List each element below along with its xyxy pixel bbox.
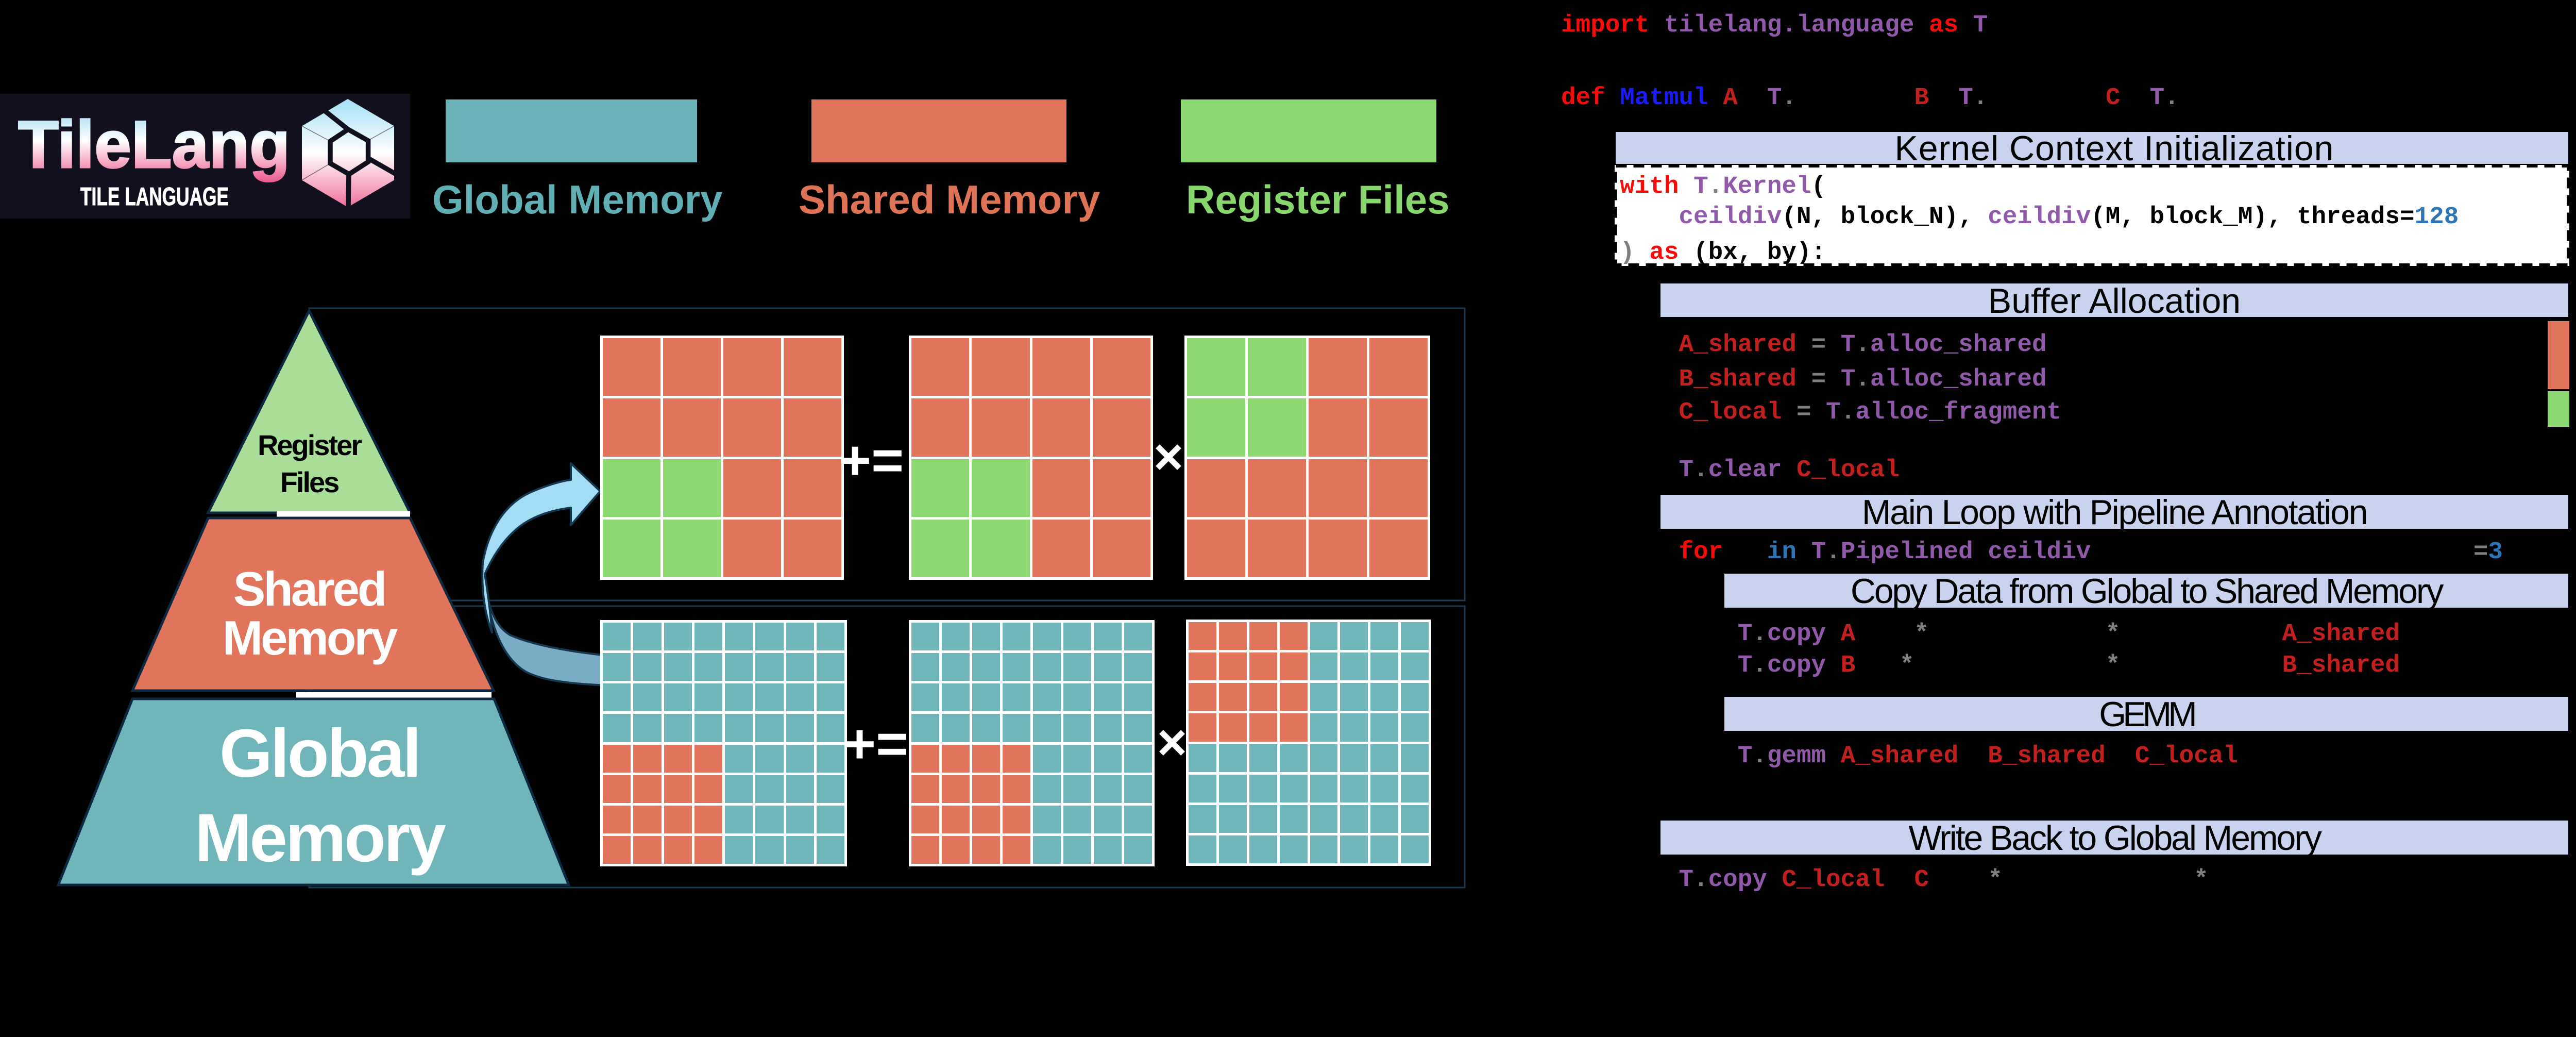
- svg-text:TileLang: TileLang: [18, 107, 290, 182]
- svg-text:TILE LANGUAGE: TILE LANGUAGE: [80, 183, 229, 211]
